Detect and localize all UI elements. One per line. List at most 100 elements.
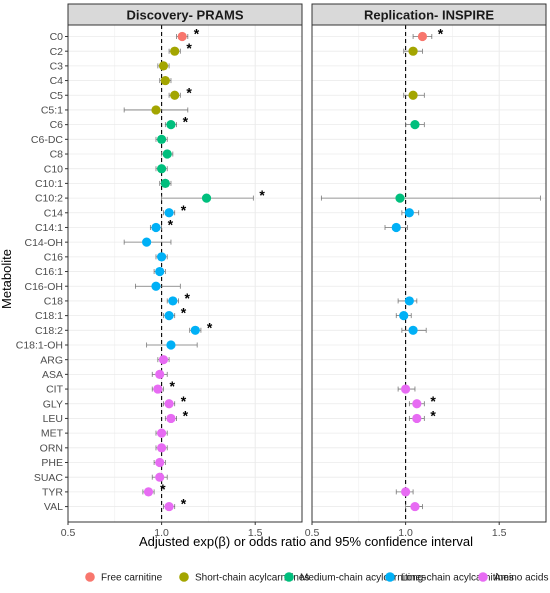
panel-border	[311, 24, 547, 523]
legend-item: Free carnitine	[85, 572, 163, 584]
data-point-C18:1: *	[163, 305, 187, 321]
significance-star: *	[194, 26, 200, 42]
point-marker	[143, 487, 154, 497]
point-marker	[201, 193, 212, 203]
point-marker	[404, 208, 414, 218]
y-axis-title: Metabolite	[0, 249, 14, 309]
point-marker	[164, 399, 174, 409]
data-point-C6	[405, 120, 425, 130]
x-tick-label: 0.5	[305, 527, 320, 539]
data-point-C10:1	[159, 178, 172, 188]
x-axis-title: Adjusted exp(β) or odds ratio and 95% co…	[139, 534, 473, 549]
data-point-C18:1	[395, 311, 412, 321]
data-point-C18: *	[166, 290, 190, 306]
significance-star: *	[183, 114, 189, 130]
x-tick-label: 0.5	[61, 527, 76, 539]
data-point-PHE	[153, 457, 166, 468]
point-marker	[177, 31, 187, 42]
data-point-C8	[161, 149, 174, 159]
data-point-C18:1-OH	[146, 340, 198, 350]
data-point-VAL	[405, 501, 423, 512]
data-point-C5	[403, 90, 425, 100]
y-tick-label: C4	[50, 75, 64, 87]
y-tick-label: C16	[44, 251, 63, 263]
point-marker	[391, 222, 401, 233]
data-point-C10:2	[320, 193, 541, 203]
point-marker	[170, 90, 180, 100]
significance-star: *	[169, 378, 175, 394]
point-marker	[158, 61, 169, 71]
y-tick-label: C5	[50, 90, 64, 102]
significance-star: *	[181, 393, 187, 409]
y-tick-label: C2	[50, 46, 64, 58]
legend-label: Amino acids	[494, 573, 548, 584]
point-marker	[155, 266, 165, 277]
point-marker	[151, 105, 161, 115]
y-tick-label: C16:1	[35, 266, 63, 278]
point-marker	[401, 384, 411, 394]
data-point-C0: *	[412, 26, 444, 42]
point-marker	[155, 369, 165, 379]
data-point-C18:2	[401, 325, 427, 335]
data-point-C18	[397, 296, 418, 306]
significance-star: *	[168, 216, 174, 232]
data-point-GLY: *	[163, 393, 187, 409]
legend-swatch	[179, 572, 189, 582]
y-tick-label: ORN	[40, 442, 63, 454]
significance-star: *	[430, 393, 436, 409]
point-marker	[151, 281, 161, 291]
data-point-C2	[403, 46, 423, 56]
legend-swatch	[478, 572, 488, 582]
y-tick-label: C10:2	[35, 193, 63, 205]
panel-border	[67, 24, 303, 523]
point-marker	[162, 149, 172, 159]
legend: Free carnitine Short-chain acylcarnitines…	[85, 572, 548, 584]
data-point-ASA	[151, 369, 168, 379]
data-point-ARG	[157, 355, 170, 365]
significance-star: *	[181, 305, 187, 321]
point-marker	[142, 237, 152, 247]
legend-label: Long-chain acylcarnitines	[401, 573, 514, 584]
point-marker	[160, 75, 170, 86]
point-marker	[160, 178, 170, 188]
y-tick-label: LEU	[43, 413, 63, 425]
point-marker	[157, 164, 167, 174]
panel-title: Discovery- PRAMS	[126, 8, 243, 23]
point-marker	[164, 311, 174, 321]
y-tick-label: C14:1	[35, 222, 63, 234]
point-marker	[168, 296, 178, 306]
point-marker	[412, 399, 422, 409]
point-marker	[408, 46, 418, 56]
significance-star: *	[259, 187, 265, 203]
data-point-VAL: *	[163, 496, 187, 512]
point-marker	[166, 120, 176, 130]
data-point-C6-DC	[155, 134, 168, 144]
point-marker	[157, 428, 167, 438]
point-marker	[190, 325, 200, 335]
significance-star: *	[207, 319, 213, 335]
significance-star: *	[183, 407, 189, 423]
data-point-C4	[159, 75, 172, 86]
point-marker	[164, 208, 174, 218]
point-marker	[155, 457, 165, 468]
legend-swatch	[385, 572, 395, 582]
y-tick-label: C6	[50, 119, 64, 131]
data-point-ORN	[155, 443, 168, 453]
significance-star: *	[186, 40, 192, 56]
data-point-C5: *	[168, 84, 192, 100]
y-tick-label: C18:1	[35, 310, 63, 322]
data-point-CIT: *	[151, 378, 175, 394]
point-marker	[157, 252, 167, 262]
point-marker	[170, 46, 180, 56]
data-point-TYR: *	[142, 481, 166, 497]
data-point-C0: *	[176, 26, 200, 42]
point-marker	[410, 501, 420, 512]
y-tick-label: TYR	[42, 486, 63, 498]
point-marker	[408, 90, 418, 100]
y-tick-label: GLY	[43, 398, 63, 410]
point-marker	[157, 443, 167, 453]
y-axis: C0 C2 C3 C4 C5 C5:1 C6 C6-DC C8 C10 C10:1 C10:2 C14 C…	[16, 31, 68, 513]
data-point-CIT	[397, 384, 416, 394]
significance-star: *	[181, 496, 187, 512]
y-tick-label: C16-OH	[24, 281, 63, 293]
